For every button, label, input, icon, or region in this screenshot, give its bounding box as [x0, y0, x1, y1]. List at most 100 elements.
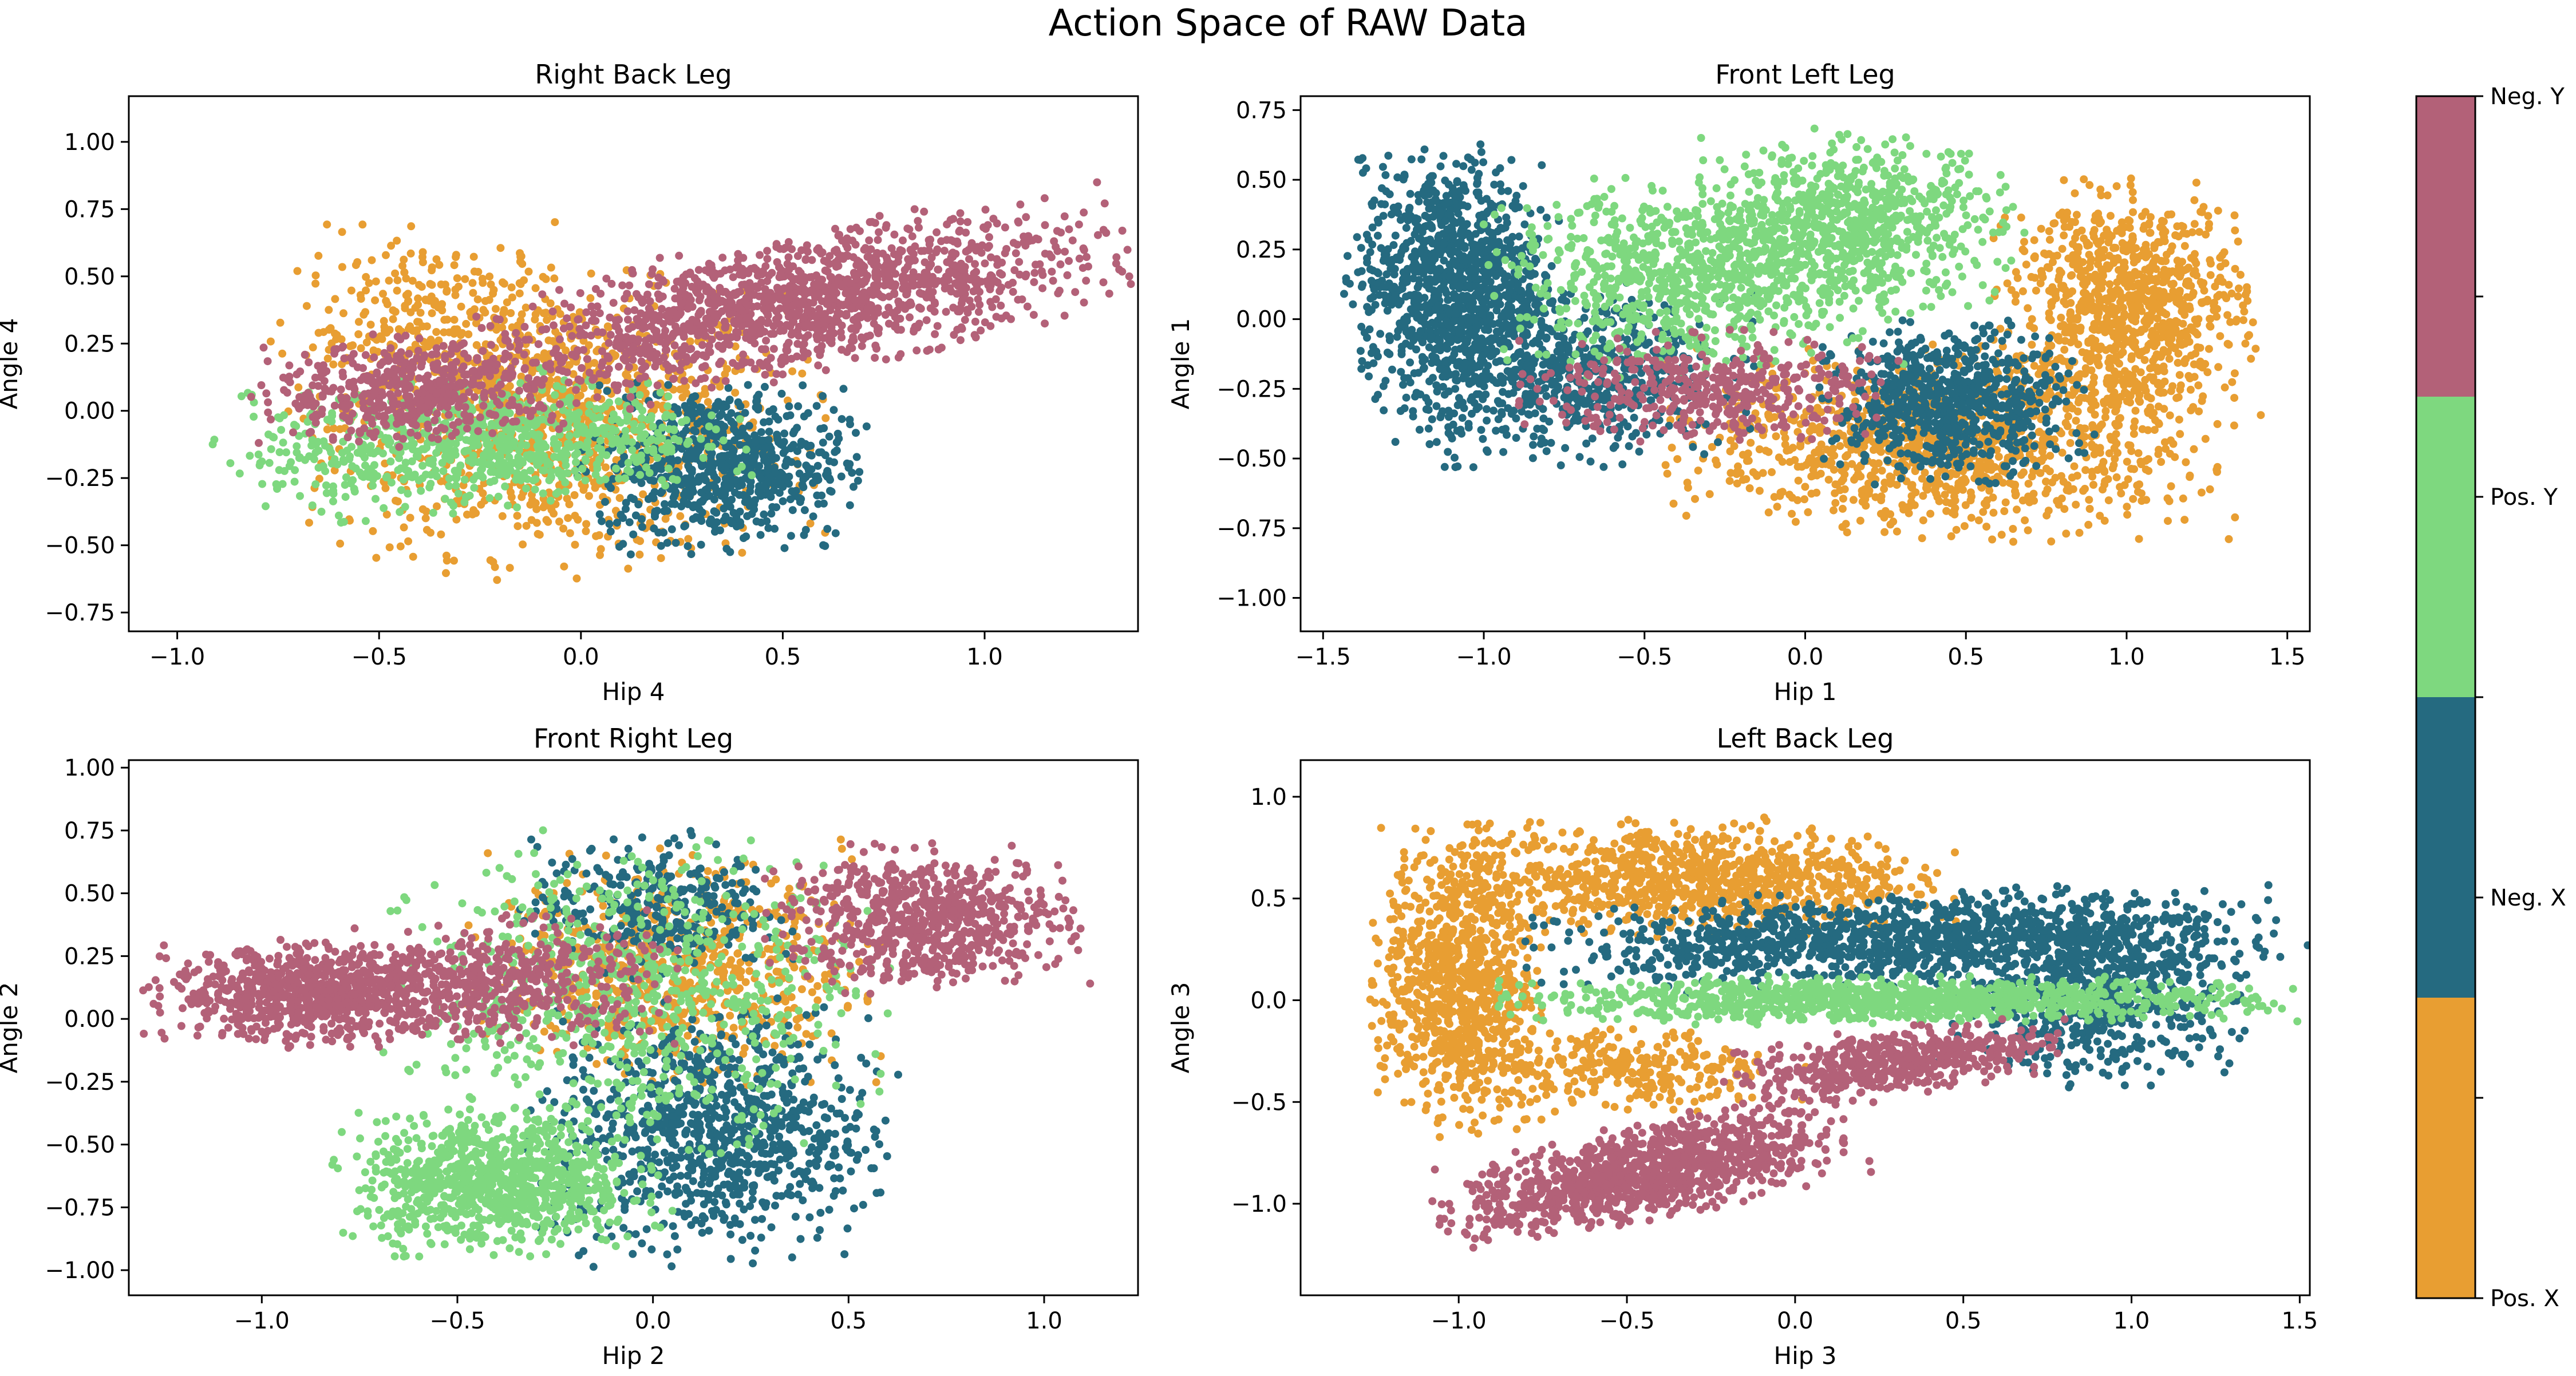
scatter-point: [474, 295, 482, 303]
scatter-point: [560, 563, 568, 571]
scatter-point: [778, 390, 786, 398]
scatter-point: [734, 317, 742, 325]
scatter-point: [566, 432, 574, 440]
scatter-point: [761, 262, 769, 270]
scatter-point: [369, 330, 377, 338]
scatter-point: [612, 427, 620, 435]
scatter-point: [883, 280, 891, 288]
scatter-point: [380, 349, 388, 357]
scatter-point: [788, 329, 796, 337]
scatter-point: [291, 478, 299, 486]
scatter-point: [437, 531, 445, 539]
scatter-point: [437, 280, 445, 288]
scatter-point: [866, 331, 874, 339]
scatter-point: [858, 342, 866, 350]
scatter-point: [533, 519, 541, 527]
scatter-point: [726, 296, 734, 305]
scatter-point: [702, 266, 710, 274]
scatter-point: [1071, 288, 1079, 296]
scatter-point: [476, 413, 484, 421]
scatter-point: [452, 291, 460, 299]
scatter-point: [1041, 319, 1049, 327]
scatter-point: [798, 370, 806, 378]
scatter-point: [380, 323, 388, 331]
scatter-point: [890, 231, 898, 239]
scatter-point: [657, 542, 665, 550]
scatter-point: [809, 512, 817, 520]
scatter-point: [763, 255, 771, 263]
scatter-point: [2129, 196, 2137, 204]
scatter-point: [382, 251, 390, 259]
scatter-point: [754, 319, 762, 327]
scatter-point: [765, 489, 773, 497]
scatter-point: [787, 495, 795, 503]
scatter-point: [736, 454, 744, 462]
scatter-point: [654, 529, 662, 537]
scatter-point: [571, 512, 579, 520]
scatter-point: [1009, 279, 1017, 287]
scatter-point: [935, 346, 943, 354]
scatter-point: [406, 514, 414, 522]
scatter-point: [662, 361, 670, 369]
scatter-point: [751, 439, 759, 447]
scatter-point: [744, 285, 752, 293]
scatter-point: [599, 450, 607, 458]
scatter-point: [520, 350, 528, 358]
scatter-point: [732, 290, 740, 298]
scatter-point: [912, 346, 920, 354]
scatter-point: [772, 243, 780, 251]
scatter-point: [786, 290, 794, 298]
scatter-point: [658, 305, 666, 313]
scatter-point: [445, 482, 453, 490]
scatter-point: [393, 287, 401, 295]
scatter-point: [611, 381, 619, 389]
scatter-point: [422, 514, 430, 522]
scatter-point: [370, 449, 378, 457]
scatter-point: [699, 351, 707, 359]
scatter-point: [337, 393, 345, 401]
scatter-point: [641, 373, 649, 381]
scatter-point: [694, 311, 702, 319]
scatter-point: [489, 290, 497, 298]
scatter-point: [730, 436, 738, 444]
scatter-point: [415, 318, 423, 326]
scatter-point: [625, 459, 633, 467]
scatter-point: [744, 314, 752, 322]
scatter-point: [538, 326, 546, 334]
scatter-point: [806, 451, 814, 459]
scatter-point: [693, 447, 701, 455]
scatter-point: [532, 310, 540, 318]
scatter-point: [585, 431, 593, 439]
scatter-point: [872, 345, 880, 353]
scatter-point: [860, 311, 868, 319]
scatter-point: [500, 374, 508, 382]
scatter-point: [425, 484, 433, 492]
scatter-point: [933, 228, 941, 236]
scatter-point: [882, 355, 890, 363]
scatter-point: [732, 476, 740, 484]
y-tick-label: −0.25: [45, 465, 115, 492]
scatter-point: [393, 237, 401, 245]
scatter-point: [770, 345, 778, 353]
scatter-point: [985, 233, 993, 241]
scatter-point: [522, 484, 530, 492]
scatter-point: [521, 364, 529, 372]
scatter-point: [487, 461, 495, 469]
scatter-point: [504, 501, 512, 509]
scatter-point: [646, 469, 654, 477]
scatter-point: [853, 453, 861, 461]
scatter-point: [1056, 287, 1064, 295]
scatter-point: [863, 422, 871, 430]
scatter-point: [673, 468, 681, 476]
scatter-point: [641, 342, 649, 350]
scatter-point: [404, 489, 412, 497]
scatter-point: [679, 346, 687, 354]
scatter-point: [571, 491, 579, 499]
scatter-point: [821, 542, 829, 550]
scatter-point: [342, 473, 350, 481]
scatter-point: [457, 303, 465, 311]
scatter-point: [618, 282, 626, 290]
scatter-point: [354, 330, 362, 338]
scatter-point: [683, 440, 692, 448]
